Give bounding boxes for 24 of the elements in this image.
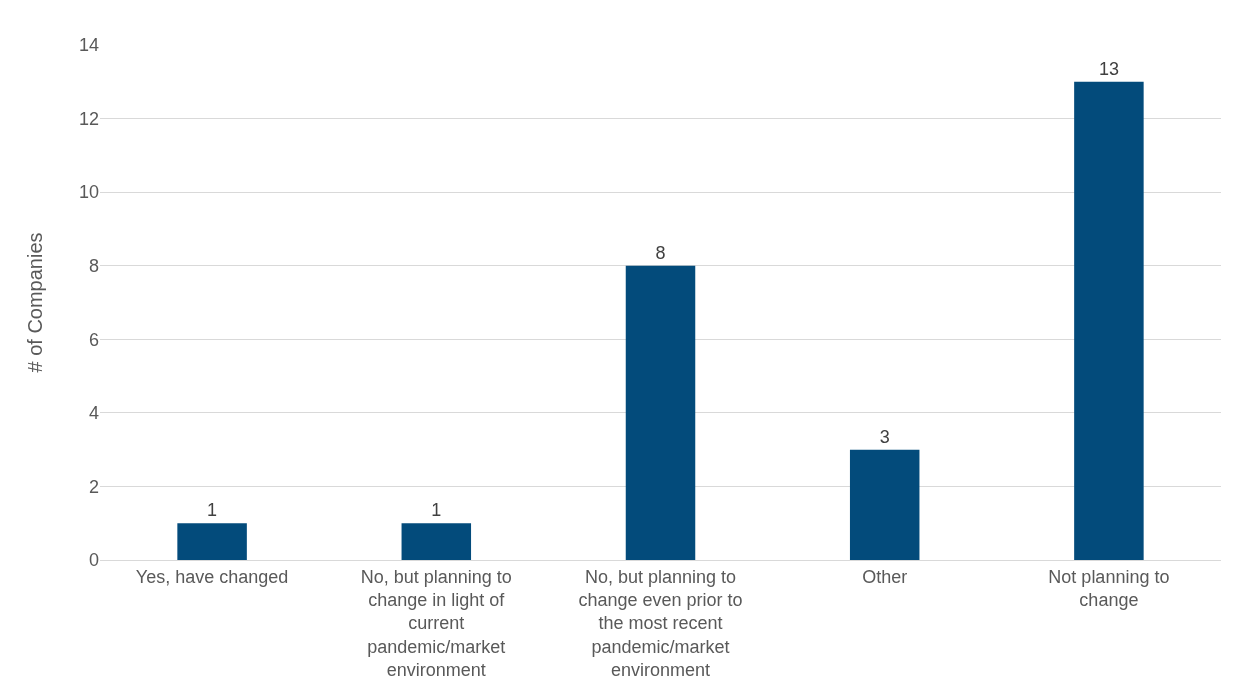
y-tick-label: 6: [88, 329, 99, 350]
x-tick-label: No, but planning to change even prior to the most recent pandemic/market environment: [578, 566, 743, 681]
data-label: 1: [207, 500, 218, 521]
x-tick-label: Other: [862, 566, 908, 587]
x-tick-label: Not planning to change: [1048, 566, 1170, 610]
data-label: 1: [431, 500, 442, 521]
y-tick-label: 4: [88, 403, 99, 424]
bar: [177, 523, 247, 560]
x-tick-label: Yes, have changed: [135, 566, 289, 587]
y-tick-label: 0: [88, 550, 99, 571]
data-label: 8: [655, 242, 666, 263]
bar: [401, 523, 472, 560]
y-tick-label: 14: [78, 35, 99, 56]
y-tick-label: 10: [78, 182, 99, 203]
x-tick-label: No, but planning to change in light of current pandemic/market environment: [360, 566, 512, 681]
y-axis-title: # of Companies: [24, 232, 47, 373]
y-tick-label: 12: [78, 108, 99, 129]
y-tick-label: 8: [88, 256, 99, 277]
data-label: 3: [879, 426, 890, 447]
y-tick-label: 2: [88, 476, 99, 497]
bar: [849, 449, 920, 560]
bar: [1074, 81, 1144, 560]
bar: [625, 265, 696, 560]
data-label: 13: [1098, 58, 1119, 79]
